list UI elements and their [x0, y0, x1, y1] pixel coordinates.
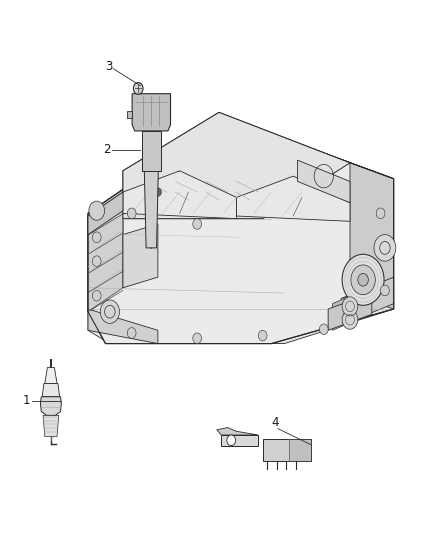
Polygon shape — [332, 288, 367, 330]
Polygon shape — [297, 160, 350, 203]
Circle shape — [193, 333, 201, 344]
Polygon shape — [350, 163, 394, 309]
Circle shape — [342, 310, 358, 329]
Circle shape — [127, 328, 136, 338]
Polygon shape — [88, 192, 123, 235]
Circle shape — [89, 201, 105, 220]
Circle shape — [193, 219, 201, 229]
Polygon shape — [43, 415, 59, 437]
Circle shape — [376, 208, 385, 219]
Polygon shape — [132, 94, 170, 131]
Text: 1: 1 — [23, 394, 31, 408]
Polygon shape — [328, 293, 372, 330]
Polygon shape — [123, 171, 237, 219]
Polygon shape — [123, 224, 158, 288]
Polygon shape — [88, 189, 123, 312]
Text: 3: 3 — [105, 60, 112, 72]
Text: 4: 4 — [271, 416, 279, 429]
Circle shape — [342, 254, 384, 305]
Polygon shape — [145, 171, 158, 248]
Polygon shape — [88, 118, 394, 344]
Polygon shape — [341, 277, 394, 325]
Circle shape — [342, 297, 358, 316]
Text: 2: 2 — [103, 143, 110, 156]
Circle shape — [92, 232, 101, 243]
Polygon shape — [263, 439, 311, 461]
Circle shape — [358, 273, 368, 286]
Circle shape — [127, 208, 136, 219]
Polygon shape — [123, 112, 350, 219]
Polygon shape — [217, 427, 258, 435]
Circle shape — [319, 324, 328, 335]
Polygon shape — [88, 192, 123, 312]
Circle shape — [351, 265, 375, 295]
Circle shape — [381, 285, 389, 296]
Polygon shape — [142, 131, 161, 171]
Polygon shape — [127, 111, 132, 118]
Circle shape — [100, 300, 120, 324]
Polygon shape — [237, 176, 350, 221]
Circle shape — [227, 435, 236, 446]
Polygon shape — [88, 112, 394, 213]
Polygon shape — [42, 383, 60, 397]
Polygon shape — [40, 397, 61, 415]
Circle shape — [258, 330, 267, 341]
Polygon shape — [45, 368, 57, 383]
Polygon shape — [289, 439, 311, 461]
Polygon shape — [221, 435, 258, 446]
Polygon shape — [88, 290, 394, 344]
Polygon shape — [88, 309, 158, 344]
Circle shape — [134, 83, 143, 94]
Circle shape — [92, 290, 101, 301]
Circle shape — [154, 188, 161, 196]
Circle shape — [374, 235, 396, 261]
Circle shape — [92, 256, 101, 266]
